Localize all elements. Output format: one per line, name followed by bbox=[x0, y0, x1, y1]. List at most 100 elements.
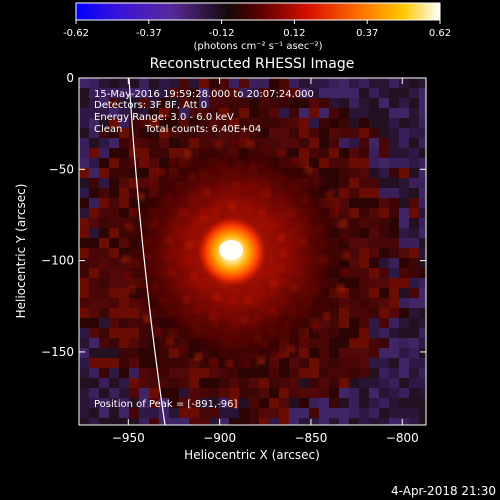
image-pixel bbox=[289, 358, 299, 368]
image-pixel bbox=[419, 388, 426, 398]
image-pixel bbox=[399, 238, 409, 248]
image-pixel bbox=[249, 78, 259, 88]
image-pixel bbox=[99, 188, 109, 198]
image-pixel bbox=[189, 108, 199, 118]
image-pixel bbox=[359, 258, 369, 268]
image-pixel bbox=[369, 258, 379, 268]
image-pixel bbox=[339, 328, 349, 338]
image-pixel bbox=[339, 358, 349, 368]
image-pixel bbox=[169, 408, 179, 418]
image-pixel bbox=[389, 228, 399, 238]
image-pixel bbox=[189, 378, 199, 388]
image-pixel bbox=[109, 148, 119, 158]
image-pixel bbox=[109, 88, 119, 98]
image-pixel bbox=[139, 368, 149, 378]
image-pixel bbox=[399, 348, 409, 358]
image-pixel bbox=[109, 328, 119, 338]
image-pixel bbox=[329, 138, 339, 148]
image-pixel bbox=[379, 208, 389, 218]
time-range: 15-May-2016 19:59:28.000 to 20:07:24.000 bbox=[94, 89, 314, 100]
image-pixel bbox=[379, 318, 389, 328]
image-pixel bbox=[299, 88, 309, 98]
image-pixel bbox=[219, 408, 229, 418]
image-pixel bbox=[309, 138, 319, 148]
image-pixel bbox=[409, 218, 419, 228]
image-pixel bbox=[269, 368, 279, 378]
image-pixel bbox=[269, 118, 279, 128]
image-pixel bbox=[189, 358, 199, 368]
image-pixel bbox=[419, 288, 426, 298]
image-pixel bbox=[179, 78, 189, 88]
image-pixel bbox=[359, 138, 369, 148]
image-pixel bbox=[129, 128, 139, 138]
image-pixel bbox=[99, 158, 109, 168]
image-pixel bbox=[89, 238, 99, 248]
image-pixel bbox=[99, 298, 109, 308]
image-pixel bbox=[209, 378, 219, 388]
image-pixel bbox=[419, 298, 426, 308]
image-pixel bbox=[359, 158, 369, 168]
image-pixel bbox=[309, 338, 319, 348]
image-pixel bbox=[369, 288, 379, 298]
image-pixel bbox=[339, 378, 349, 388]
image-pixel bbox=[339, 128, 349, 138]
image-pixel bbox=[389, 88, 399, 98]
image-pixel bbox=[89, 138, 99, 148]
image-pixel bbox=[79, 268, 89, 278]
image-pixel bbox=[409, 338, 419, 348]
image-pixel bbox=[109, 348, 119, 358]
image-pixel bbox=[89, 158, 99, 168]
image-pixel bbox=[389, 118, 399, 128]
image-pixel bbox=[389, 178, 399, 188]
image-pixel bbox=[149, 388, 159, 398]
image-pixel bbox=[269, 88, 279, 98]
image-pixel bbox=[189, 408, 199, 418]
image-pixel bbox=[129, 168, 139, 178]
image-pixel bbox=[359, 88, 369, 98]
colorbar-gradient bbox=[75, 2, 441, 21]
image-pixel bbox=[229, 388, 239, 398]
image-pixel bbox=[149, 138, 159, 148]
image-pixel bbox=[129, 338, 139, 348]
image-pixel bbox=[389, 218, 399, 228]
image-pixel bbox=[119, 188, 129, 198]
image-pixel bbox=[249, 118, 259, 128]
image-pixel bbox=[189, 138, 199, 148]
image-pixel bbox=[139, 358, 149, 368]
image-pixel bbox=[99, 128, 109, 138]
image-pixel bbox=[179, 138, 189, 148]
image-pixel bbox=[289, 368, 299, 378]
image-pixel bbox=[359, 108, 369, 118]
image-pixel bbox=[359, 228, 369, 238]
image-pixel bbox=[409, 298, 419, 308]
image-pixel bbox=[139, 108, 149, 118]
image-pixel bbox=[329, 398, 339, 408]
image-pixel bbox=[379, 178, 389, 188]
image-pixel bbox=[359, 218, 369, 228]
image-pixel bbox=[359, 198, 369, 208]
image-pixel bbox=[409, 328, 419, 338]
image-pixel bbox=[369, 358, 379, 368]
image-pixel bbox=[189, 88, 199, 98]
image-pixel bbox=[219, 398, 229, 408]
image-pixel bbox=[379, 368, 389, 378]
image-pixel bbox=[339, 78, 349, 88]
image-pixel bbox=[99, 318, 109, 328]
image-pixel bbox=[109, 118, 119, 128]
image-pixel bbox=[339, 148, 349, 158]
image-pixel bbox=[169, 118, 179, 128]
chart-title: Reconstructed RHESSI Image bbox=[150, 56, 355, 72]
image-pixel bbox=[249, 378, 259, 388]
image-pixel bbox=[369, 98, 379, 108]
image-pixel bbox=[279, 138, 289, 148]
y-tick-label: −150 bbox=[41, 345, 74, 359]
image-pixel bbox=[389, 108, 399, 118]
image-pixel bbox=[319, 98, 329, 108]
image-pixel bbox=[359, 118, 369, 128]
image-pixel bbox=[89, 168, 99, 178]
image-pixel bbox=[409, 378, 419, 388]
image-pixel bbox=[399, 298, 409, 308]
image-pixel bbox=[319, 348, 329, 358]
image-pixel bbox=[419, 308, 426, 318]
image-pixel bbox=[299, 398, 309, 408]
